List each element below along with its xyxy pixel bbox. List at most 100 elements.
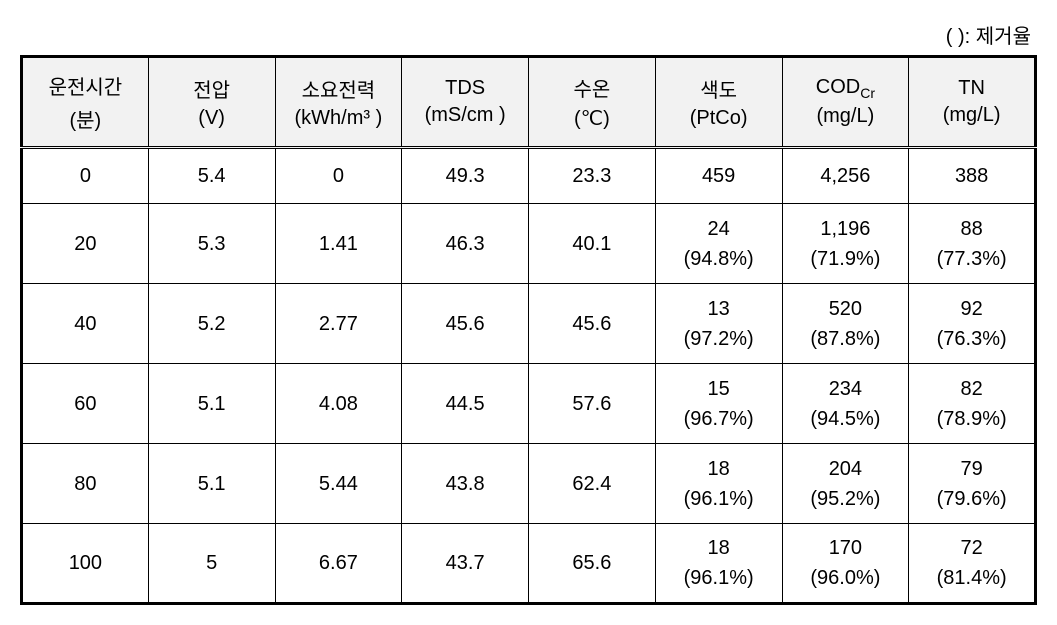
cell-color-value: 13 xyxy=(656,294,782,324)
cell-color-removal: (96.1%) xyxy=(656,484,782,514)
cell-cod-value: 520 xyxy=(783,294,909,324)
cell-tn-removal: (79.6%) xyxy=(909,484,1034,514)
col-tn: TN(mg/L) xyxy=(909,57,1036,148)
cell-cod: 520(87.8%) xyxy=(782,284,909,364)
col-voltage-unit: (V) xyxy=(198,103,225,138)
cell-color: 15(96.7%) xyxy=(655,364,782,444)
cell-color-value: 24 xyxy=(656,214,782,244)
col-color-unit: (PtCo) xyxy=(690,103,748,138)
cell-tn: 82(78.9%) xyxy=(909,364,1036,444)
cell-voltage: 5 xyxy=(148,524,275,604)
cell-cod-removal: (96.0%) xyxy=(783,563,909,593)
cell-tds: 46.3 xyxy=(402,204,529,284)
col-tn-label: TN xyxy=(958,69,985,100)
table-row: 405.22.7745.645.613(97.2%)520(87.8%)92(7… xyxy=(22,284,1036,364)
cell-color: 459 xyxy=(655,148,782,204)
col-time-unit: (분) xyxy=(70,100,102,141)
col-voltage-label: 전압 xyxy=(193,66,230,103)
col-time-label: 운전시간 xyxy=(49,63,123,100)
col-power-unit: (kWh/m³ ) xyxy=(294,103,382,138)
table-container: ( ): 제거율 운전시간(분) 전압(V) 소요전력(kWh/m³ ) TDS… xyxy=(20,20,1037,605)
cell-temp: 65.6 xyxy=(529,524,656,604)
col-cod-label: CODCr xyxy=(816,68,875,101)
cell-cod-value: 170 xyxy=(783,533,909,563)
col-color: 색도(PtCo) xyxy=(655,57,782,148)
cell-color-value: 18 xyxy=(656,454,782,484)
cell-color: 24(94.8%) xyxy=(655,204,782,284)
cell-tn-removal: (76.3%) xyxy=(909,324,1034,354)
table-row: 05.4049.323.34594,256388 xyxy=(22,148,1036,204)
cell-cod-value: 234 xyxy=(783,374,909,404)
cell-tn-removal: (78.9%) xyxy=(909,404,1034,434)
cell-cod-removal: (94.5%) xyxy=(783,404,909,434)
cell-tds: 44.5 xyxy=(402,364,529,444)
cell-power: 4.08 xyxy=(275,364,402,444)
col-time: 운전시간(분) xyxy=(22,57,149,148)
cell-color-value: 15 xyxy=(656,374,782,404)
table-row: 10056.6743.765.618(96.1%)170(96.0%)72(81… xyxy=(22,524,1036,604)
cell-color: 18(96.1%) xyxy=(655,524,782,604)
cell-cod: 1,196(71.9%) xyxy=(782,204,909,284)
cell-temp: 40.1 xyxy=(529,204,656,284)
col-tds: TDS(mS/cm ) xyxy=(402,57,529,148)
cell-cod-removal: (87.8%) xyxy=(783,324,909,354)
col-temp-label: 수온 xyxy=(573,65,610,102)
cell-temp: 57.6 xyxy=(529,364,656,444)
cell-color-removal: (96.7%) xyxy=(656,404,782,434)
cell-power: 5.44 xyxy=(275,444,402,524)
table-row: 205.31.4146.340.124(94.8%)1,196(71.9%)88… xyxy=(22,204,1036,284)
cell-temp: 62.4 xyxy=(529,444,656,524)
header-row: 운전시간(분) 전압(V) 소요전력(kWh/m³ ) TDS(mS/cm ) … xyxy=(22,57,1036,148)
table-row: 605.14.0844.557.615(96.7%)234(94.5%)82(7… xyxy=(22,364,1036,444)
cell-tn: 92(76.3%) xyxy=(909,284,1036,364)
cell-cod: 4,256 xyxy=(782,148,909,204)
cell-tds: 43.7 xyxy=(402,524,529,604)
cell-voltage: 5.3 xyxy=(148,204,275,284)
cell-color: 13(97.2%) xyxy=(655,284,782,364)
cell-cod-removal: (95.2%) xyxy=(783,484,909,514)
col-power-label: 소요전력 xyxy=(302,66,376,103)
cell-temp: 23.3 xyxy=(529,148,656,204)
cell-t: 0 xyxy=(22,148,149,204)
cell-tn-value: 72 xyxy=(909,533,1034,563)
cell-voltage: 5.2 xyxy=(148,284,275,364)
cell-power: 1.41 xyxy=(275,204,402,284)
cell-tn-value: 82 xyxy=(909,374,1034,404)
cell-tn: 72(81.4%) xyxy=(909,524,1036,604)
cell-voltage: 5.4 xyxy=(148,148,275,204)
cell-tn: 88(77.3%) xyxy=(909,204,1036,284)
cell-voltage: 5.1 xyxy=(148,444,275,524)
col-tn-unit: (mg/L) xyxy=(943,100,1001,135)
cell-tds: 49.3 xyxy=(402,148,529,204)
cell-cod: 204(95.2%) xyxy=(782,444,909,524)
cell-tn-removal: (77.3%) xyxy=(909,244,1034,274)
cell-tn-removal: (81.4%) xyxy=(909,563,1034,593)
col-cod: CODCr(mg/L) xyxy=(782,57,909,148)
cell-cod: 170(96.0%) xyxy=(782,524,909,604)
removal-rate-note: ( ): 제거율 xyxy=(20,20,1037,49)
cell-voltage: 5.1 xyxy=(148,364,275,444)
col-cod-unit: (mg/L) xyxy=(816,101,874,136)
col-tds-label: TDS xyxy=(445,69,485,100)
cell-tds: 43.8 xyxy=(402,444,529,524)
cell-color-value: 18 xyxy=(656,533,782,563)
cell-t: 40 xyxy=(22,284,149,364)
cell-color-removal: (94.8%) xyxy=(656,244,782,274)
cell-color: 18(96.1%) xyxy=(655,444,782,524)
cell-temp: 45.6 xyxy=(529,284,656,364)
cell-t: 80 xyxy=(22,444,149,524)
table-body: 05.4049.323.34594,256388205.31.4146.340.… xyxy=(22,148,1036,604)
cell-power: 6.67 xyxy=(275,524,402,604)
cell-tn-value: 92 xyxy=(909,294,1034,324)
cell-cod-value: 204 xyxy=(783,454,909,484)
cell-cod: 234(94.5%) xyxy=(782,364,909,444)
cell-t: 20 xyxy=(22,204,149,284)
cell-color-removal: (96.1%) xyxy=(656,563,782,593)
col-tds-unit: (mS/cm ) xyxy=(425,100,506,135)
cell-tn-value: 79 xyxy=(909,454,1034,484)
cell-t: 100 xyxy=(22,524,149,604)
col-power: 소요전력(kWh/m³ ) xyxy=(275,57,402,148)
col-color-label: 색도 xyxy=(700,66,737,103)
cell-power: 2.77 xyxy=(275,284,402,364)
cell-t: 60 xyxy=(22,364,149,444)
